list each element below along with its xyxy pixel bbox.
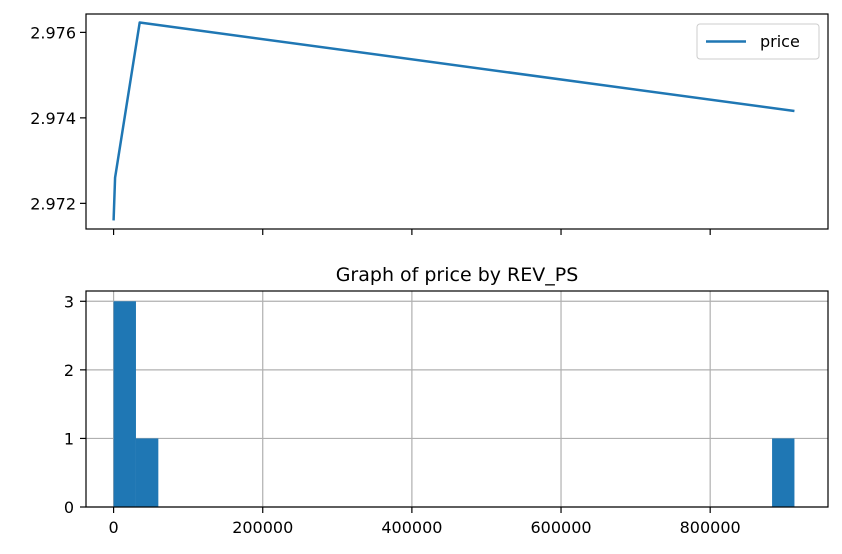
- y-tick-label: 2: [64, 361, 74, 380]
- y-tick-label: 2.974: [30, 109, 76, 128]
- histogram-bar: [772, 438, 795, 507]
- histogram-bar: [113, 301, 136, 507]
- x-tick-label: 400000: [381, 518, 442, 537]
- series-line-price: [112, 21, 795, 221]
- legend-label-price: price: [760, 32, 800, 51]
- line-plot-frame: [85, 13, 829, 230]
- x-tick-label: 0: [108, 518, 118, 537]
- x-tick-label: 600000: [530, 518, 591, 537]
- y-tick-label: 0: [64, 498, 74, 517]
- x-tick-label: 200000: [232, 518, 293, 537]
- y-tick-label: 1: [64, 429, 74, 448]
- y-tick-label: 2.976: [30, 23, 76, 42]
- x-tick-label: 800000: [680, 518, 741, 537]
- histogram-frame: [85, 290, 829, 508]
- line-plot-axes: 2.972 2.974 2.976 price: [30, 13, 829, 235]
- legend: price: [696, 23, 820, 60]
- y-tick-label: 2.972: [30, 194, 76, 213]
- y-tick-label: 3: [64, 292, 74, 311]
- histogram-axes: Graph of price by REV_PS 0 1 2 3 0 200000 400…: [64, 264, 829, 537]
- histogram-bar: [135, 438, 159, 507]
- legend-box: [696, 23, 820, 60]
- histogram-title: Graph of price by REV_PS: [336, 264, 579, 286]
